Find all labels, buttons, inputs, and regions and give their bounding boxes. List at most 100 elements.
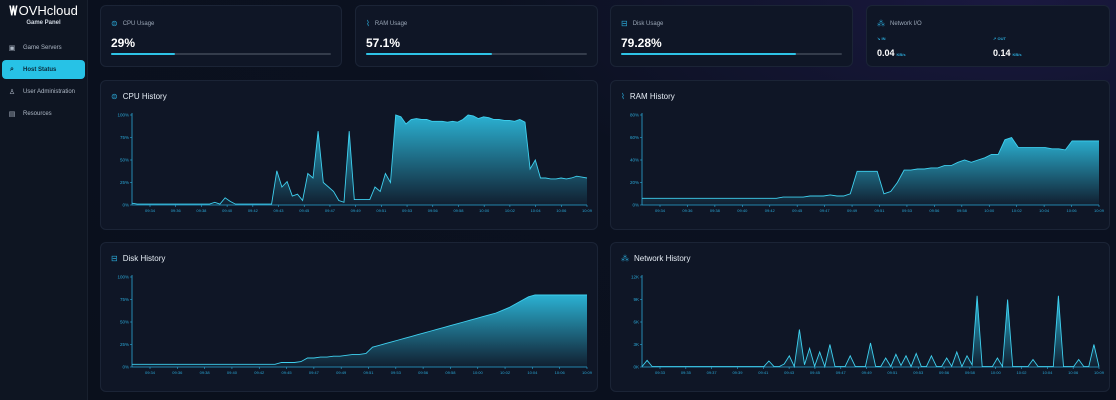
network-history-chart: 0K 3K 6K 9K 12K 09:33 09:35 09:37 09:39 09:41 09:4… — [631, 275, 1105, 376]
cpu-usage-value: 29% — [111, 36, 136, 50]
y-tick-label: 60% — [630, 135, 639, 140]
x-tick-label: 09:33 — [655, 370, 666, 375]
x-tick-label: 10:09 — [1094, 370, 1105, 375]
progress-fill — [366, 53, 493, 55]
network-in-label: ↘ IN — [877, 36, 886, 41]
x-tick-label: 10:06 — [1068, 370, 1079, 375]
cpu-usage-label: CPU Usage — [122, 20, 155, 27]
x-tick-label: 09:39 — [732, 370, 743, 375]
server-icon: ▣ — [8, 44, 16, 52]
progress-fill — [111, 53, 175, 55]
x-tick-label: 09:41 — [758, 370, 769, 375]
x-tick-label: 10:00 — [473, 370, 484, 375]
series-line — [642, 136, 1099, 199]
y-tick-label: 75% — [120, 135, 129, 140]
x-tick-label: 09:42 — [765, 208, 776, 213]
sidebar-item-host-status[interactable]: ⌕ Host Status — [2, 60, 85, 79]
x-tick-label: 10:00 — [984, 208, 995, 213]
x-tick-label: 10:00 — [479, 208, 490, 213]
sidebar: \/\/OVHcloud Game Panel ▣ Game Servers ⌕ Ho… — [0, 0, 88, 400]
ram-history-card: ⌇ RAM History 0% 20% 40% 60% 80% 09:34 09:36 09:… — [610, 80, 1110, 230]
activity-icon: ⌇ — [621, 92, 625, 101]
trend-up-icon: ↗ — [993, 36, 998, 41]
ram-usage-value: 57.1% — [366, 36, 401, 50]
x-tick-label: 09:51 — [874, 208, 885, 213]
x-tick-label: 09:51 — [376, 208, 387, 213]
x-tick-label: 09:42 — [254, 370, 265, 375]
x-tick-label: 10:04 — [1042, 370, 1053, 375]
series-line — [131, 114, 588, 205]
x-tick-label: 09:40 — [222, 208, 233, 213]
y-tick-label: 100% — [117, 275, 129, 280]
area-fill — [642, 295, 1099, 367]
y-tick-label: 0% — [122, 203, 129, 208]
y-tick-label: 50% — [120, 320, 129, 325]
y-tick-label: 40% — [630, 158, 639, 163]
series-line — [641, 295, 1100, 369]
x-tick-label: 09:42 — [248, 208, 259, 213]
x-tick-label: 09:53 — [402, 208, 413, 213]
y-tick-label: 25% — [120, 342, 129, 347]
x-tick-label: 09:34 — [145, 370, 156, 375]
ram-usage-card: ⌇ RAM Usage 57.1% — [355, 5, 598, 67]
network-icon: ⁂ — [877, 19, 885, 28]
x-tick-label: 09:58 — [965, 370, 976, 375]
x-tick-label: 09:49 — [847, 208, 858, 213]
y-tick-label: 9K — [633, 297, 639, 302]
monitor-search-icon: ⌕ — [10, 65, 14, 73]
x-tick-label: 10:09 — [582, 208, 593, 213]
y-tick-label: 20% — [630, 180, 639, 185]
main-content: ⊜ CPU Usage 29% ⌇ RAM Usage 57.1% ⊟ Disk Us… — [88, 0, 1116, 400]
sidebar-item-resources[interactable]: ▤ Resources — [2, 104, 85, 123]
network-io-label: Network I/O — [890, 20, 922, 27]
y-tick-label: 6K — [633, 320, 639, 325]
disk-usage-value: 79.28% — [621, 36, 662, 50]
y-tick-label: 80% — [630, 113, 639, 118]
x-tick-label: 10:02 — [1012, 208, 1023, 213]
hard-drive-icon: ⊟ — [111, 254, 118, 263]
sidebar-item-label: Resources — [23, 110, 52, 117]
y-tick-label: 0% — [122, 365, 129, 370]
x-tick-label: 09:36 — [171, 208, 182, 213]
x-tick-label: 10:04 — [531, 208, 542, 213]
x-tick-label: 10:06 — [555, 370, 566, 375]
cpu-history-chart: 0% 25% 50% 75% 100% 09:34 09:36 09:38 09:40 09:42… — [117, 113, 593, 214]
trend-down-icon: ↘ — [877, 36, 882, 41]
y-tick-label: 100% — [117, 113, 129, 118]
cpu-history-card: ⊜ CPU History 0% 25% 50% 75% 100% 09:34 09:36 09… — [100, 80, 598, 230]
network-io-card: ⁂ Network I/O ↘ IN 0.04 KB/s ↗ OUT 0.14 KB/… — [866, 5, 1110, 67]
sidebar-item-game-servers[interactable]: ▣ Game Servers — [2, 38, 85, 57]
y-tick-label: 3K — [633, 342, 639, 347]
ram-usage-bar — [366, 53, 587, 55]
sidebar-item-user-administration[interactable]: ♙ User Administration — [2, 82, 85, 101]
cpu-usage-bar — [111, 53, 331, 55]
x-tick-label: 09:45 — [282, 370, 293, 375]
x-tick-label: 10:09 — [582, 370, 593, 375]
x-tick-label: 09:53 — [913, 370, 924, 375]
y-tick-label: 0K — [633, 365, 639, 370]
activity-icon: ⌇ — [366, 19, 370, 28]
y-tick-label: 50% — [120, 158, 129, 163]
network-out-value: 0.14 KB/s — [993, 48, 1022, 58]
x-tick-label: 09:43 — [784, 370, 795, 375]
network-history-card: ⁂ Network History 0K 3K 6K 9K 12K 09:33 09:35 09… — [610, 242, 1110, 392]
area-fill — [132, 115, 587, 205]
network-out-label: ↗ OUT — [993, 36, 1006, 41]
cpu-icon: ⊜ — [111, 92, 118, 101]
x-tick-label: 10:06 — [1067, 208, 1078, 213]
area-fill — [132, 295, 587, 367]
x-tick-label: 09:45 — [810, 370, 821, 375]
x-tick-label: 09:45 — [792, 208, 803, 213]
x-tick-label: 09:51 — [887, 370, 898, 375]
y-tick-label: 0% — [632, 203, 639, 208]
x-tick-label: 09:37 — [707, 370, 718, 375]
sidebar-item-label: Host Status — [23, 66, 57, 73]
x-tick-label: 09:40 — [227, 370, 238, 375]
x-tick-label: 09:45 — [299, 208, 310, 213]
x-tick-label: 09:58 — [453, 208, 464, 213]
cpu-history-title: CPU History — [122, 92, 167, 101]
user-icon: ♙ — [8, 88, 16, 96]
sidebar-nav: ▣ Game Servers ⌕ Host Status ♙ User Administr… — [0, 38, 87, 123]
ram-history-chart: 0% 20% 40% 60% 80% 09:34 09:36 09:38 09:40 09:42 0… — [630, 113, 1105, 214]
x-tick-label: 10:00 — [991, 370, 1002, 375]
